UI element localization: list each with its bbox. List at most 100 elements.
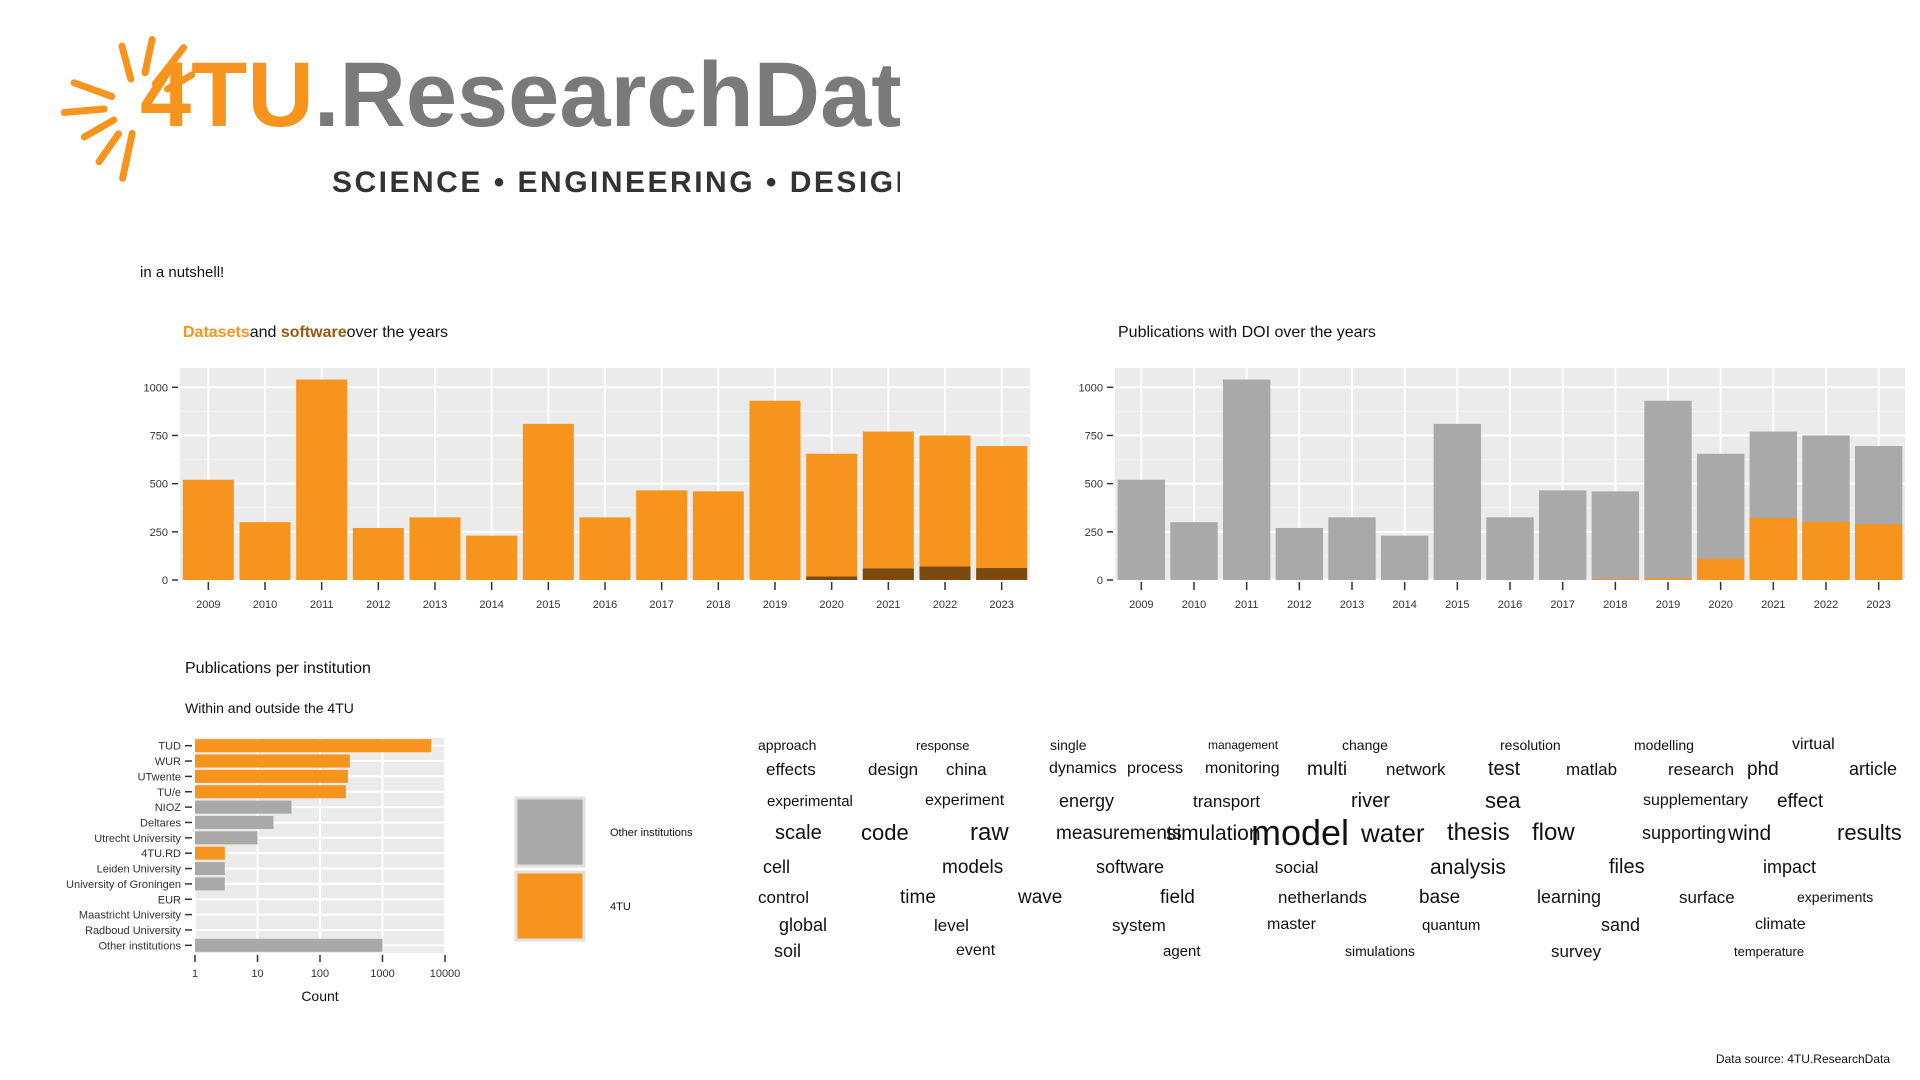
x-tick-label: 2018 <box>706 599 730 611</box>
wordcloud-word: master <box>1267 916 1316 933</box>
brand-prefix: 4TU <box>140 44 314 146</box>
x-axis-label: Count <box>301 988 338 1004</box>
wordcloud-word: climate <box>1755 916 1806 933</box>
wordcloud-word: level <box>934 916 969 935</box>
wordcloud-word: global <box>779 915 828 935</box>
sunburst-icon <box>60 35 196 182</box>
bar-doi-s1-2023 <box>1854 524 1903 580</box>
sunburst-ray <box>95 130 122 166</box>
y-tick-label: Maastricht University <box>79 910 182 922</box>
wordcloud-word: article <box>1849 759 1898 779</box>
wordcloud-word: system <box>1112 916 1166 935</box>
y-tick-label: 1000 <box>144 382 168 394</box>
wordcloud-word: research <box>1668 760 1735 779</box>
datasets-title-part-4: over the years <box>346 324 449 341</box>
wordcloud-word: test <box>1488 758 1521 780</box>
bar-doi-s0-2015 <box>1433 423 1482 580</box>
wordcloud-word: agent <box>1163 943 1201 960</box>
wordcloud-word: process <box>1127 760 1184 777</box>
bar-datasets-s0-2016 <box>579 517 631 580</box>
legend-label-1: 4TU <box>610 901 631 913</box>
institutions-chart-title: Publications per institution <box>185 660 371 677</box>
bar-datasets-s0-2019 <box>749 400 801 580</box>
datasets-chart-title: Datasetsand softwareover the years <box>183 324 448 342</box>
bar-institution-9 <box>195 877 225 891</box>
page-subtitle: in a nutshell! <box>140 264 225 281</box>
x-tick-label: 2020 <box>1708 599 1732 611</box>
bar-doi-s0-2017 <box>1538 490 1587 580</box>
x-tick-label: 2017 <box>1550 599 1574 611</box>
x-tick-label: 2020 <box>819 599 843 611</box>
brand-name: ResearchData <box>339 44 900 146</box>
wordcloud-word: code <box>861 820 909 845</box>
x-tick-label: 2014 <box>1392 599 1416 611</box>
wordcloud-word: china <box>946 760 987 779</box>
wordcloud-word: thesis <box>1447 819 1510 846</box>
legend-key-1 <box>514 870 586 942</box>
wordcloud-word: survey <box>1551 942 1602 961</box>
bar-institution-5 <box>195 815 274 829</box>
wordcloud-word: analysis <box>1430 856 1506 879</box>
x-tick-label: 2018 <box>1603 599 1627 611</box>
wordcloud-word: impact <box>1763 857 1817 877</box>
x-tick-label: 2012 <box>1287 599 1311 611</box>
datasets-title-part-3: software <box>280 324 347 341</box>
bar-doi-s0-2019 <box>1644 400 1692 580</box>
bar-datasets-s0-2011 <box>296 379 348 580</box>
x-tick-label: 2010 <box>253 599 277 611</box>
y-tick-label: TUD <box>158 741 181 753</box>
bar-doi-s0-2018 <box>1591 491 1640 580</box>
wordcloud-word: model <box>1251 812 1350 853</box>
wordcloud-word: matlab <box>1566 760 1618 779</box>
x-tick-label: 2017 <box>649 599 673 611</box>
bar-datasets-s0-2022 <box>919 435 971 580</box>
sunburst-ray <box>118 42 135 83</box>
x-tick-label: 2022 <box>1814 599 1838 611</box>
brand-logo: 4TU.ResearchData SCIENCE • ENGINEERING •… <box>60 35 900 199</box>
wordcloud-word: supplementary <box>1643 792 1748 809</box>
svg-text:4TU.ResearchData: 4TU.ResearchData <box>140 44 900 146</box>
wordcloud-word: dynamics <box>1049 760 1117 777</box>
wordcloud-word: soil <box>774 941 802 961</box>
wordcloud-word: social <box>1275 858 1319 877</box>
x-tick-label: 2009 <box>196 599 220 611</box>
sunburst-ray <box>163 71 196 93</box>
wordcloud-word: simulations <box>1345 943 1416 959</box>
x-tick-label: 2023 <box>1866 599 1890 611</box>
bar-doi-s1-2018 <box>1591 579 1640 580</box>
y-tick-label: 4TU.RD <box>141 848 181 860</box>
bar-datasets-s0-2020 <box>806 453 858 580</box>
x-tick-label: 2011 <box>310 599 334 611</box>
x-tick-label: 2011 <box>1235 599 1259 611</box>
y-tick-label: 1000 <box>1079 382 1103 394</box>
wordcloud-word: resolution <box>1500 737 1561 753</box>
wordcloud-word: raw <box>970 819 1009 846</box>
x-tick-label: 2019 <box>763 599 787 611</box>
bar-institution-2 <box>195 769 348 783</box>
x-tick-label: 1000 <box>370 968 394 980</box>
wordcloud-word: approach <box>758 737 817 753</box>
x-tick-label: 1 <box>192 968 198 980</box>
wordcloud-word: sand <box>1601 915 1641 935</box>
brand-dot: . <box>314 44 340 146</box>
x-tick-label: 2016 <box>593 599 617 611</box>
x-tick-label: 2022 <box>933 599 957 611</box>
sunburst-ray <box>60 105 108 116</box>
y-tick-label: 250 <box>1085 527 1103 539</box>
sunburst-ray <box>151 44 188 88</box>
bar-doi-s0-2012 <box>1275 527 1324 580</box>
y-tick-label: 0 <box>1097 575 1103 587</box>
wordcloud-word: experiments <box>1797 889 1874 905</box>
wordcloud-word: sea <box>1485 788 1521 813</box>
bar-datasets-s0-2021 <box>862 431 914 580</box>
x-tick-label: 2021 <box>1761 599 1785 611</box>
wordcloud-word: field <box>1160 887 1195 908</box>
wordcloud-word: transport <box>1193 792 1261 811</box>
bar-datasets-s1-2020 <box>806 576 858 580</box>
wordcloud-word: energy <box>1059 791 1115 811</box>
datasets-bar-chart: 0 250 500 750 1000 2009 2010 2011 2012 2013 2014 20… <box>144 368 1030 611</box>
y-tick-label: UTwente <box>138 771 181 783</box>
wordcloud-word: control <box>758 888 810 907</box>
y-tick-label: Utrecht University <box>94 833 181 845</box>
institutions-chart-subtitle: Within and outside the 4TU <box>185 700 354 716</box>
